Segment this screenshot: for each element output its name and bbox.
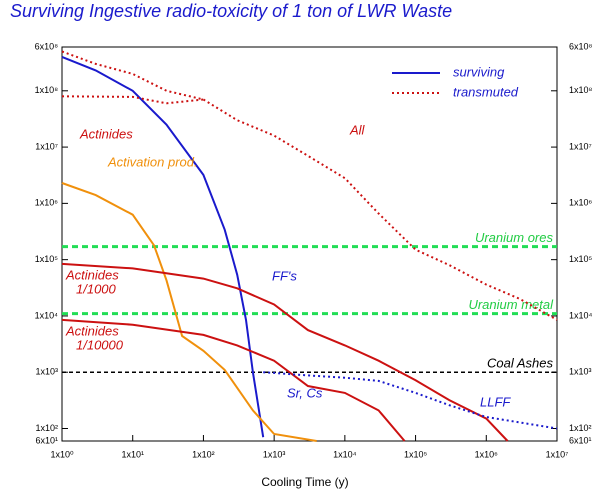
x-tick-label: 1x10⁵: [404, 449, 428, 459]
y2-tick-label: 1x10⁵: [569, 254, 593, 264]
annotation: Actinides: [79, 126, 133, 141]
y-tick-label: 6x10¹: [35, 435, 58, 445]
legend-label: transmuted: [453, 84, 519, 99]
y-tick-label: 6x10⁸: [35, 41, 59, 51]
series-line: [61, 262, 509, 442]
annotation: Actinides: [65, 267, 119, 282]
y2-tick-label: 1x10⁸: [569, 85, 593, 95]
reference-label: Uranium metal: [468, 297, 554, 312]
annotation: All: [349, 122, 366, 137]
y2-tick-label: 6x10⁸: [569, 41, 593, 51]
annotation: 1/10000: [76, 337, 124, 352]
series-line: [61, 55, 265, 438]
series-line: [61, 50, 558, 321]
y-tick-label: 1x10³: [35, 367, 58, 377]
y-tick-label: 1x10⁸: [35, 85, 59, 95]
y2-tick-label: 6x10¹: [569, 435, 592, 445]
y2-tick-label: 1x10²: [569, 423, 592, 433]
annotation: Actinides: [65, 323, 119, 338]
y2-tick-label: 1x10⁶: [569, 198, 593, 208]
annotation: Activation prod.: [107, 154, 198, 169]
x-axis-label: Cooling Time (y): [261, 475, 348, 489]
x-tick-label: 1x10¹: [121, 449, 144, 459]
x-tick-label: 1x10⁰: [50, 449, 74, 459]
series-line: [61, 182, 317, 442]
x-tick-label: 1x10⁶: [475, 449, 499, 459]
annotation: 1/1000: [76, 281, 117, 296]
y2-tick-label: 1x10⁴: [569, 310, 593, 320]
x-tick-label: 1x10⁴: [333, 449, 357, 459]
legend-label: surviving: [453, 64, 505, 79]
y-tick-label: 1x10⁶: [35, 198, 59, 208]
y2-tick-label: 1x10⁷: [569, 141, 592, 151]
annotation: Sr, Cs: [287, 385, 323, 400]
annotation: LLFF: [480, 394, 511, 409]
y-tick-label: 1x10⁵: [35, 254, 59, 264]
reference-label: Uranium ores: [475, 230, 554, 245]
x-tick-label: 1x10³: [263, 449, 286, 459]
y-tick-label: 1x10⁷: [35, 141, 58, 151]
chart-title: Surviving Ingestive radio-toxicity of 1 …: [10, 1, 452, 21]
y-tick-label: 1x10⁴: [35, 310, 59, 320]
y2-tick-label: 1x10³: [569, 367, 592, 377]
series-line: [263, 371, 558, 430]
reference-label: Coal Ashes: [487, 356, 553, 371]
plot-frame: [61, 46, 558, 442]
annotation: FF's: [272, 268, 297, 283]
x-tick-label: 1x10²: [192, 449, 215, 459]
y-tick-label: 1x10²: [35, 423, 58, 433]
x-tick-label: 1x10⁷: [546, 449, 569, 459]
series-line: [61, 95, 204, 105]
series-line: [61, 318, 406, 442]
